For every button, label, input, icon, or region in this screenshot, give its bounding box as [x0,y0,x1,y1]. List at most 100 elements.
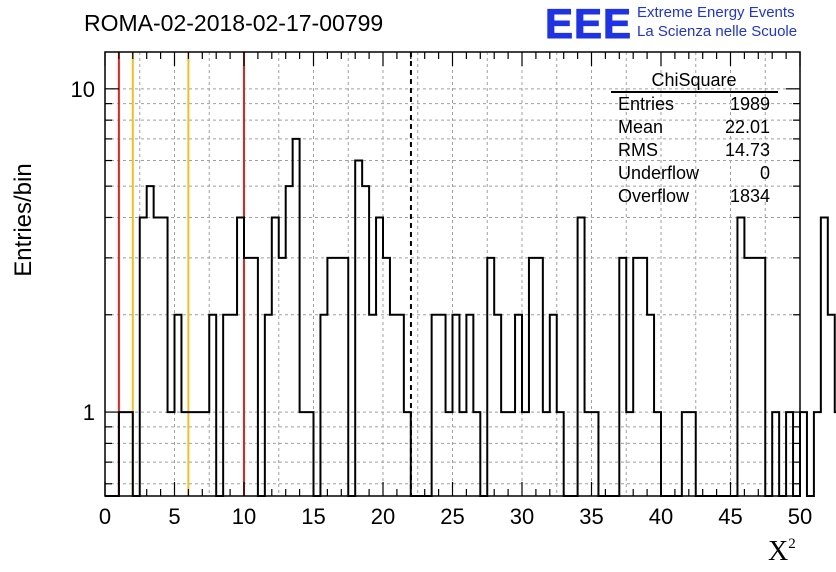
histogram-bin [578,217,585,496]
histogram-bin [195,412,202,496]
stats-label: Overflow [618,186,690,206]
histogram-bin [772,412,779,496]
tick-labels: 0 5 10 15 20 25 30 35 40 45 50 1 10 [71,77,813,529]
stats-rows: Entries 1989 Mean 22.01 RMS 14.73 Underflow 0 Ov… [618,94,770,206]
histogram-outline [105,137,836,497]
eee-logo: EEE [544,0,633,47]
histogram-bin [758,258,765,496]
logo-subtitle-1: Extreme Energy Events [637,4,795,21]
histogram-bin [633,258,640,496]
histogram-bin [154,217,161,496]
x-tick-label: 30 [510,504,534,529]
stats-title: ChiSquare [651,70,736,90]
histogram-bin [376,217,383,496]
histogram-bin [446,412,453,496]
histogram-bin [251,258,258,496]
histogram-bin [147,186,154,496]
stats-label: Entries [618,94,674,114]
stats-value: 22.01 [725,117,770,137]
histogram-bin [689,412,696,496]
x-tick-label: 10 [232,504,256,529]
histogram-bin [209,315,216,496]
x-tick-label: 40 [649,504,673,529]
histogram-bin [557,412,564,496]
histogram-bin [307,412,314,496]
logo-subtitle-2: La Scienza nelle Scuole [637,23,798,40]
x-axis-label-superscript: 2 [788,535,796,552]
histogram-bin [744,258,751,496]
histogram-bin [508,412,515,496]
histogram-bin [459,412,466,496]
histogram-bin [265,315,272,496]
histogram-bin [828,315,835,496]
histogram-bin [737,217,744,496]
stats-box: ChiSquare Entries 1989 Mean 22.01 RMS 14.73 Un… [611,70,778,206]
histogram-bin [355,161,362,496]
histogram-bin [327,258,334,496]
histogram-bin [404,412,411,496]
histogram-bin [286,186,293,496]
histogram-bin [390,315,397,496]
page-title: ROMA-02-2018-02-17-00799 [84,10,384,36]
histogram-bin [543,412,550,496]
histogram-bin [501,412,508,496]
histogram-bin [619,258,626,496]
histogram-bin [383,258,390,496]
x-tick-label: 20 [371,504,395,529]
histogram-bin [244,258,251,496]
y-tick-label: 1 [83,400,95,425]
histogram-bin [272,217,279,496]
histogram-bin [334,258,341,496]
histogram-bin [515,315,522,496]
stats-value: 1834 [730,186,770,206]
histogram-bin [814,412,821,496]
x-axis-label-text: X [768,536,789,567]
histogram-bin [397,315,404,496]
histogram-bin [647,315,654,496]
histogram-bin [473,412,480,496]
histogram-bin [237,217,244,496]
x-tick-label: 15 [301,504,325,529]
histogram-bin [223,315,230,496]
histogram-bin [751,258,758,496]
stats-label: Underflow [618,163,700,183]
histogram-bin [300,412,307,496]
histogram-bin [585,412,592,496]
histogram-bin [536,258,543,496]
histogram-bin [293,139,300,496]
x-tick-label: 45 [718,504,742,529]
histogram-bin [786,412,793,496]
histogram-bin [550,315,557,496]
stats-value: 14.73 [725,140,770,160]
histogram-bin [362,186,369,496]
histogram-bin [592,412,599,496]
stats-value: 0 [760,163,770,183]
x-tick-label: 0 [99,504,111,529]
axis-ticks [104,52,801,496]
histogram-bin [529,258,536,496]
histogram-bin [320,315,327,496]
histogram-bars [119,139,836,496]
x-tick-label: 5 [168,504,180,529]
histogram-bin [202,412,209,496]
x-tick-label: 50 [788,504,812,529]
histogram-bin [175,315,182,496]
histogram-bin [522,412,529,496]
histogram-bin [626,412,633,496]
histogram-bin [168,412,175,496]
histogram-bin [126,412,133,496]
histogram-bin [654,412,661,496]
histogram-bin [439,315,446,496]
histogram-bin [181,412,188,496]
histogram-bin [453,315,460,496]
stats-label: RMS [618,140,658,160]
histogram-bin [494,315,501,496]
histogram-bin [119,412,126,496]
y-tick-label: 10 [71,77,95,102]
histogram-bin [487,258,494,496]
histogram-bin [230,315,237,496]
histogram-bin [188,412,195,496]
x-axis-label: X2 [768,536,796,568]
stats-value: 1989 [730,94,770,114]
